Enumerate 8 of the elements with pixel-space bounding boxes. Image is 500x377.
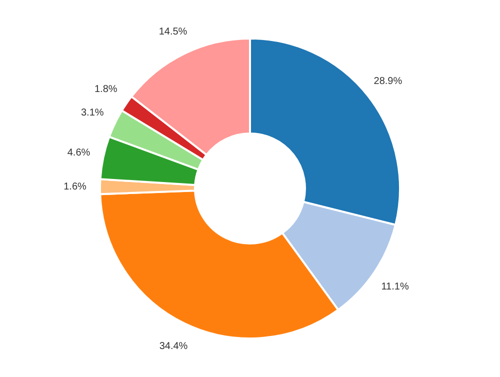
data-label: 14.5% (158, 26, 188, 38)
data-label: 28.9% (374, 76, 402, 87)
data-label: 11.1% (381, 281, 409, 292)
data-label: 34.4% (159, 340, 188, 352)
data-label: 4.6% (67, 147, 90, 158)
data-label: 1.6% (64, 181, 87, 192)
data-label: 1.8% (94, 84, 118, 96)
data-label: 3.1% (80, 108, 104, 118)
